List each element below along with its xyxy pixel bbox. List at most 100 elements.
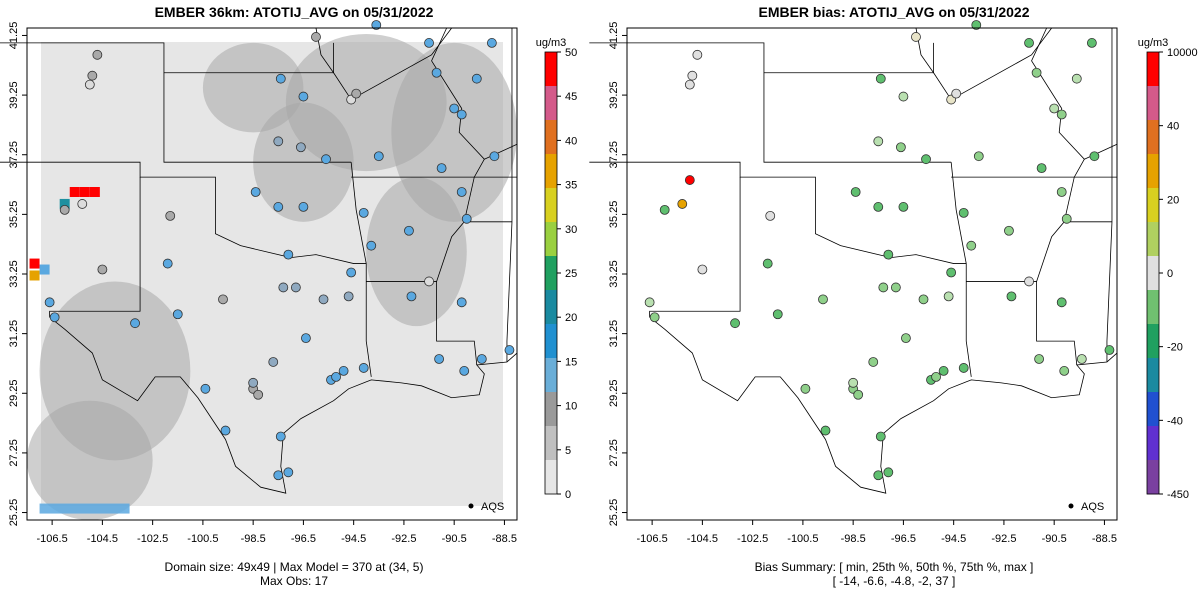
colorbar-segment — [545, 392, 557, 427]
aqs-site-marker — [283, 249, 294, 260]
colorbar-segment — [1147, 426, 1159, 461]
aqs-site-marker — [59, 204, 70, 215]
aqs-site-marker — [486, 38, 497, 48]
state-border — [966, 281, 1078, 365]
state-border — [1106, 28, 1113, 362]
aqs-site-marker — [644, 297, 655, 308]
aqs-site-marker — [895, 142, 906, 153]
aqs-site-marker — [431, 67, 442, 78]
left-footer-line-2: Max Obs: 17 — [259, 574, 329, 588]
aqs-site-marker — [406, 291, 417, 302]
aqs-site-marker — [436, 163, 447, 174]
aqs-site-marker — [1004, 225, 1014, 236]
colorbar-unit: ug/m3 — [536, 37, 567, 49]
y-tick-label: 31.25 — [8, 320, 20, 348]
aqs-site-marker — [898, 91, 909, 102]
aqs-site-marker — [298, 202, 309, 212]
y-tick-label: 39.25 — [8, 81, 20, 109]
colorbar-segment — [545, 358, 557, 393]
aqs-site-marker — [162, 258, 173, 269]
colorbar-tick-label: 25 — [565, 268, 577, 280]
colorbar-tick-label: 45 — [565, 91, 577, 103]
x-tick-label: -98.5 — [241, 533, 266, 545]
x-tick-label: -88.5 — [1092, 533, 1117, 545]
colorbar-segment — [1147, 222, 1159, 257]
x-tick-label: -90.5 — [1042, 533, 1067, 545]
colorbar-tick-label: 40 — [565, 135, 577, 147]
colorbar-segment — [545, 426, 557, 461]
state-border — [950, 27, 1052, 100]
x-tick-label: -100.5 — [187, 533, 218, 545]
x-tick-label: -96.5 — [291, 533, 316, 545]
state-border — [589, 42, 934, 74]
model-field-region — [39, 503, 130, 514]
colorbar-tick-label: 5 — [565, 445, 571, 457]
aqs-site-marker — [97, 264, 108, 275]
y-tick-label: 39.25 — [608, 81, 620, 109]
aqs-site-marker — [868, 357, 879, 367]
aqs-site-marker — [268, 357, 279, 367]
aqs-site-marker — [958, 207, 969, 218]
aqs-site-marker — [692, 49, 703, 60]
legend-label: AQS — [1081, 501, 1104, 513]
colorbar-segment — [545, 222, 557, 257]
y-tick-label: 35.25 — [8, 201, 20, 229]
aqs-site-marker — [878, 282, 889, 293]
x-tick-label: -102.5 — [737, 533, 768, 545]
aqs-site-marker — [44, 297, 55, 308]
aqs-site-marker — [800, 383, 811, 394]
y-tick-label: 27.25 — [608, 439, 620, 467]
colorbar-segment — [1147, 154, 1159, 189]
aqs-site-marker — [1056, 109, 1067, 120]
aqs-site-marker — [1031, 67, 1042, 78]
colorbar-segment — [1147, 392, 1159, 427]
aqs-site-marker — [931, 371, 941, 382]
y-tick-label: 31.25 — [608, 320, 620, 348]
y-tick-label: 25.25 — [8, 499, 20, 527]
aqs-site-marker — [311, 32, 321, 42]
x-tick-label: -106.5 — [637, 533, 668, 545]
aqs-site-marker — [818, 294, 828, 305]
aqs-site-marker — [404, 225, 414, 236]
aqs-site-marker — [875, 431, 886, 442]
aqs-site-marker — [918, 294, 929, 305]
model-field-region — [26, 400, 153, 520]
aqs-site-marker — [1006, 291, 1017, 302]
colorbar-tick-label: 15 — [565, 356, 577, 368]
colorbar-tick-label: 20 — [1167, 194, 1179, 206]
aqs-site-marker — [1049, 103, 1060, 114]
right-footer-line-2: [ -14, -6.6, -4.8, -2, 37 ] — [832, 574, 956, 588]
aqs-site-marker — [321, 154, 331, 165]
x-tick-label: -102.5 — [137, 533, 168, 545]
colorbar-tick-label: -40 — [1167, 415, 1183, 427]
x-tick-label: -96.5 — [891, 533, 916, 545]
colorbar-tick-label: -20 — [1167, 342, 1183, 354]
colorbar-tick-label: 0 — [1167, 268, 1173, 280]
model-field-region — [202, 42, 304, 133]
aqs-site-marker — [371, 20, 382, 30]
aqs-site-marker — [966, 240, 977, 251]
aqs-site-marker — [1024, 38, 1034, 48]
aqs-site-marker — [1071, 73, 1082, 84]
aqs-site-marker — [275, 73, 286, 84]
aqs-site-marker — [301, 333, 311, 344]
aqs-site-marker — [273, 202, 284, 212]
state-border — [763, 72, 952, 163]
left-map: -106.5 -104.5 -102.5 -100.5 -98.5 -96.5 -94.5 -… — [0, 20, 577, 545]
aqs-site-marker — [898, 202, 909, 212]
aqs-site-marker — [730, 318, 740, 329]
y-tick-label: 27.25 — [8, 439, 20, 467]
x-tick-label: -104.5 — [87, 533, 118, 545]
colorbar-tick-label: 20 — [565, 312, 577, 324]
aqs-site-marker — [687, 70, 698, 81]
colorbar-segment — [1147, 460, 1159, 495]
state-border — [950, 162, 972, 377]
aqs-site-marker — [911, 32, 921, 42]
colorbar-segment — [1147, 324, 1159, 359]
aqs-site-marker — [351, 88, 362, 99]
aqs-site-marker — [476, 354, 487, 364]
colorbar-tick-label: 40 — [1167, 121, 1179, 133]
model-hotspot-cell — [59, 198, 70, 209]
aqs-site-marker — [278, 282, 289, 293]
legend-marker — [1068, 503, 1074, 509]
